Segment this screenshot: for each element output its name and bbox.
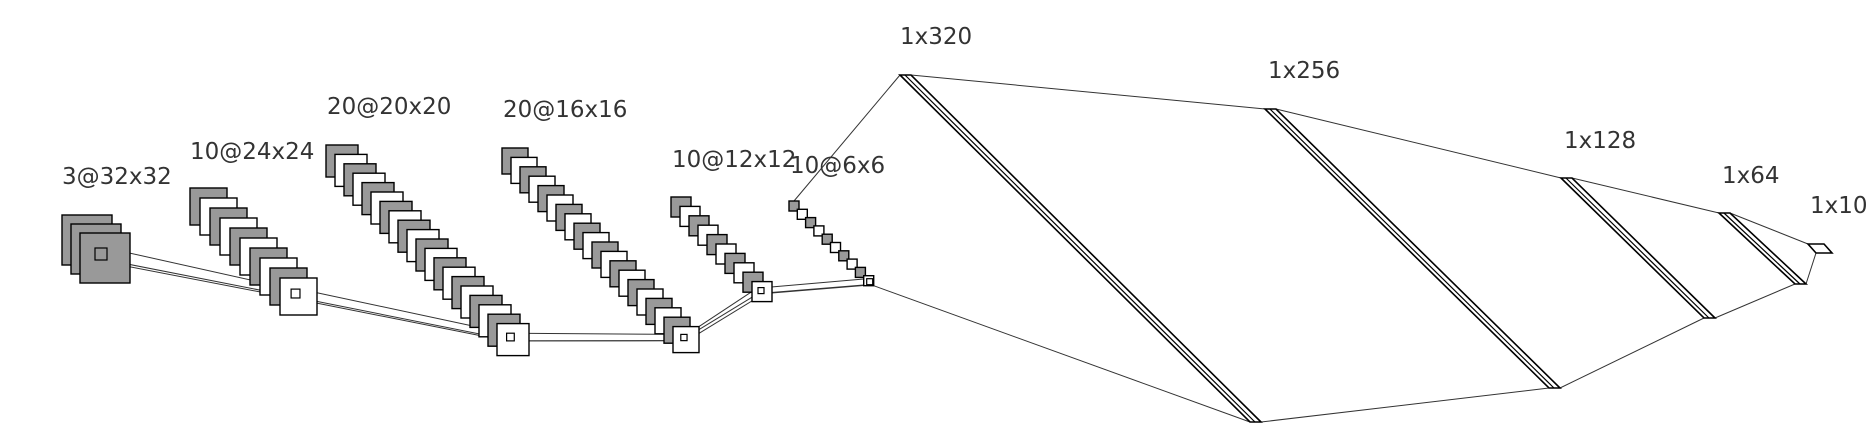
feature-map xyxy=(863,275,875,287)
dense-connection-line xyxy=(873,285,1251,423)
feature-map xyxy=(672,325,700,354)
layer-label-conv2: 20@20x20 xyxy=(327,94,451,120)
feature-map xyxy=(846,258,858,270)
layer-label-conv1: 10@24x24 xyxy=(190,139,314,165)
dense-connection-line xyxy=(1805,252,1817,285)
conv-connection-line xyxy=(763,278,867,289)
dense-layer-inner-edge xyxy=(904,74,1256,423)
feature-map-stack-input xyxy=(61,214,131,284)
layer-label-fc1: 1x320 xyxy=(900,24,972,50)
feature-map-stack-conv3 xyxy=(670,196,773,303)
dense-layer-shape xyxy=(1806,243,1834,254)
feature-map xyxy=(788,200,800,212)
kernel-patch xyxy=(290,288,301,299)
feature-map-stack-pool1 xyxy=(501,147,700,354)
dense-connection-line xyxy=(1571,177,1720,214)
conv-connection-line xyxy=(291,297,507,342)
kernel-patch xyxy=(757,287,765,295)
dense-connection-line xyxy=(793,74,901,202)
feature-map xyxy=(829,241,842,254)
feature-map xyxy=(821,233,833,245)
feature-map xyxy=(838,250,850,262)
layer-label-fc3: 1x128 xyxy=(1564,128,1636,154)
dense-layer-output xyxy=(1806,243,1834,254)
dense-connection-line xyxy=(910,74,1266,110)
dense-connection-line xyxy=(1729,212,1809,245)
feature-map xyxy=(496,322,530,357)
dense-layer-fc2 xyxy=(1263,108,1562,389)
kernel-patch xyxy=(866,278,874,286)
layer-label-output: 1x10 xyxy=(1810,193,1868,219)
feature-map xyxy=(804,216,817,229)
dense-layer-inner-edge xyxy=(1565,177,1710,319)
dense-connection-line xyxy=(1559,317,1705,389)
dense-layer-inner-edge xyxy=(1269,108,1555,389)
dense-connection-line xyxy=(1714,283,1796,319)
layer-label-pool2: 10@6x6 xyxy=(790,153,885,179)
conv-connection-line xyxy=(686,293,765,342)
conv-connection-line xyxy=(757,284,867,295)
feature-map-stacks xyxy=(61,144,875,357)
layer-label-fc4: 1x64 xyxy=(1722,163,1780,189)
feature-map xyxy=(751,280,773,303)
kernel-patch xyxy=(680,333,688,342)
dense-layers xyxy=(898,74,1834,423)
feature-map xyxy=(854,266,867,279)
dense-connection-line xyxy=(1260,387,1550,423)
layer-label-conv3: 10@12x12 xyxy=(672,147,796,173)
feature-map-stack-pool2 xyxy=(788,200,875,287)
kernel-patch xyxy=(94,247,108,261)
feature-map xyxy=(79,232,131,284)
feature-map xyxy=(796,208,808,221)
dense-layer-fc3 xyxy=(1559,177,1717,319)
layer-label-input: 3@32x32 xyxy=(62,164,172,190)
dense-layer-fc4 xyxy=(1716,212,1809,285)
dense-layer-inner-edge xyxy=(1723,212,1801,285)
layer-label-pool1: 20@16x16 xyxy=(503,97,627,123)
kernel-patch xyxy=(506,332,515,342)
feature-map xyxy=(813,225,825,237)
feature-map-stack-conv2 xyxy=(325,144,530,357)
dense-connection-line xyxy=(1275,108,1562,179)
dense-layer-fc1 xyxy=(898,74,1263,423)
layer-label-fc2: 1x256 xyxy=(1268,58,1340,84)
conv-connection-line xyxy=(514,332,681,335)
feature-map xyxy=(279,277,318,316)
feature-map-stack-conv1 xyxy=(189,187,318,316)
